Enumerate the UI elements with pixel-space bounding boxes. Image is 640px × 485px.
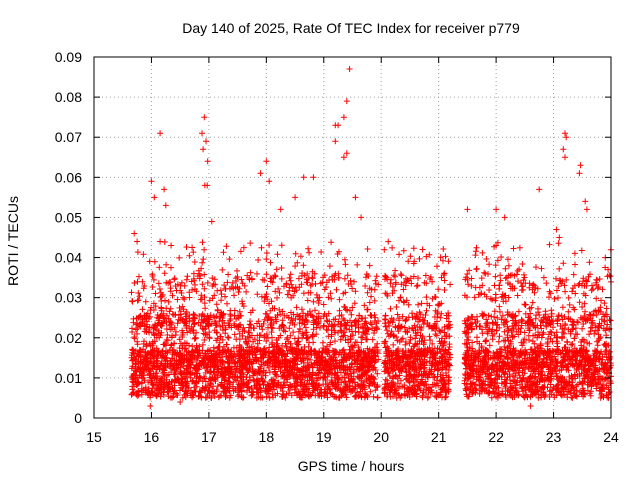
plot-svg: Day 140 of 2025, Rate Of TEC Index for r… [0, 0, 640, 480]
roti-chart: Day 140 of 2025, Rate Of TEC Index for r… [0, 0, 640, 480]
background [0, 0, 640, 480]
